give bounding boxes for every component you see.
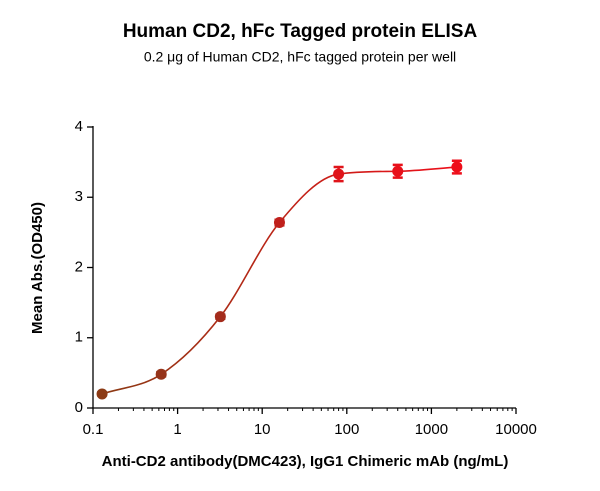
- x-tick-label: 100: [334, 421, 359, 438]
- y-tick-label: 1: [75, 329, 83, 346]
- y-axis-label: Mean Abs.(OD450): [29, 202, 46, 334]
- y-tick-label: 4: [75, 118, 83, 135]
- y-tick-label: 0: [75, 399, 83, 416]
- chart-title: Human CD2, hFc Tagged protein ELISA: [123, 21, 478, 42]
- x-tick-label: 1000: [415, 421, 448, 438]
- x-tick-label: 10000: [495, 421, 537, 438]
- fit-curve: [101, 166, 457, 395]
- y-tick-label: 3: [75, 188, 83, 205]
- data-point: [273, 217, 285, 229]
- x-tick-label: 0.1: [83, 421, 104, 438]
- data-point: [392, 165, 404, 177]
- chart-subtitle: 0.2 μg of Human CD2, hFc tagged protein …: [144, 49, 456, 65]
- data-point: [214, 311, 226, 323]
- x-tick-label: 1: [173, 421, 181, 438]
- data-point: [451, 161, 463, 173]
- data-point: [155, 368, 167, 380]
- data-point: [333, 168, 345, 180]
- data-point: [96, 388, 108, 400]
- y-tick-label: 2: [75, 258, 83, 275]
- x-axis-label: Anti-CD2 antibody(DMC423), IgG1 Chimeric…: [102, 453, 509, 470]
- x-tick-label: 10: [254, 421, 271, 438]
